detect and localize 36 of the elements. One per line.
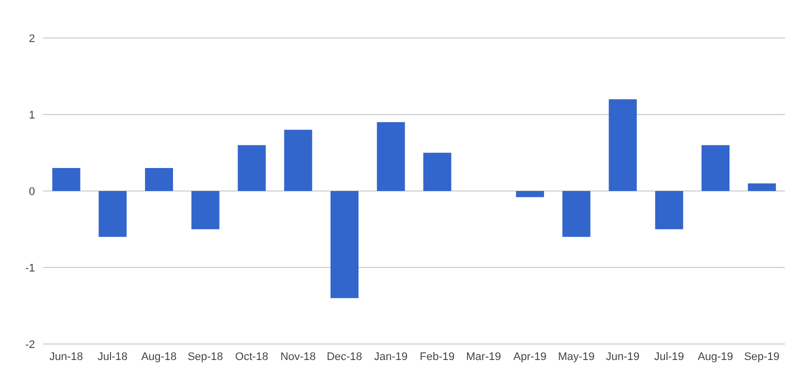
x-tick-label: Aug-19 <box>698 350 734 363</box>
bar <box>330 191 359 298</box>
x-tick-label: Sep-19 <box>744 350 780 363</box>
y-tick-label: -1 <box>25 262 35 274</box>
bar <box>702 145 730 191</box>
x-tick-label: Jun-19 <box>606 350 640 363</box>
bar <box>284 130 312 191</box>
x-tick-label: Dec-18 <box>326 350 362 363</box>
x-tick-label: Oct-18 <box>235 350 268 363</box>
bar <box>655 191 684 230</box>
bar <box>98 191 127 237</box>
y-tick-label: -2 <box>25 338 35 351</box>
x-tick-label: Nov-18 <box>280 350 316 363</box>
bar <box>608 99 637 191</box>
x-tick-label: Apr-19 <box>513 350 546 363</box>
x-tick-label: May-19 <box>558 350 595 363</box>
x-tick-label: Jul-18 <box>98 350 128 363</box>
bar <box>191 191 220 230</box>
x-tick-label: Aug-18 <box>141 350 177 363</box>
y-tick-label: 0 <box>28 186 35 198</box>
bar <box>238 145 266 191</box>
y-tick-label: 1 <box>28 109 35 122</box>
x-tick-label: Mar-19 <box>466 350 501 363</box>
x-tick-label: Feb-19 <box>420 350 455 363</box>
x-tick-label: Sep-18 <box>188 350 224 363</box>
bar <box>376 122 405 191</box>
y-tick-label: 2 <box>28 32 35 45</box>
bar <box>562 191 590 237</box>
bar <box>423 152 452 191</box>
x-tick-label: Jan-19 <box>374 350 408 363</box>
bar <box>748 183 776 191</box>
bar <box>516 191 544 198</box>
x-tick-label: Jul-19 <box>654 350 684 363</box>
bar <box>145 168 174 191</box>
x-tick-label: Jun-18 <box>49 350 84 363</box>
bar <box>52 168 80 191</box>
